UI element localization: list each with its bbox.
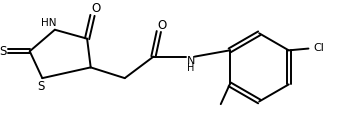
Text: Cl: Cl — [314, 43, 325, 53]
Text: O: O — [91, 2, 101, 15]
Text: HN: HN — [41, 18, 56, 28]
Text: N: N — [187, 56, 195, 66]
Text: O: O — [158, 19, 167, 32]
Text: S: S — [37, 79, 44, 92]
Text: S: S — [0, 45, 7, 58]
Text: H: H — [187, 63, 195, 73]
